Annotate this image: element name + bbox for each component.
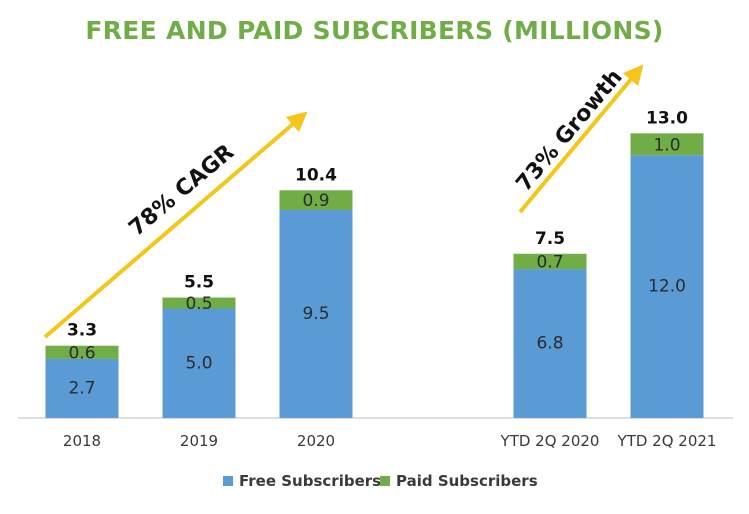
legend-swatch-paid (380, 476, 390, 486)
label-total-1: 5.5 (184, 273, 214, 293)
label-free-3: 6.8 (536, 334, 563, 354)
label-paid-3: 0.7 (536, 252, 563, 272)
bar-free-3 (513, 269, 587, 418)
bar-paid-4 (630, 133, 704, 156)
x-tick-label-2: 2020 (297, 432, 335, 450)
label-free-0: 2.7 (68, 378, 95, 398)
growth-arrow (518, 64, 644, 214)
bar-paid-1 (162, 297, 236, 309)
x-tick-label-0: 2018 (63, 432, 101, 450)
cagr-annotation: 78% CAGR (124, 140, 239, 242)
label-free-4: 12.0 (648, 277, 686, 297)
bar-free-2 (279, 209, 353, 418)
label-total-3: 7.5 (535, 229, 565, 249)
label-free-2: 9.5 (302, 304, 329, 324)
label-total-2: 10.4 (295, 165, 337, 185)
label-paid-0: 0.6 (68, 343, 95, 363)
bar-paid-3 (513, 253, 587, 270)
label-paid-2: 0.9 (302, 191, 329, 211)
x-tick-label-3: YTD 2Q 2020 (500, 432, 600, 450)
legend-swatch-free (223, 476, 233, 486)
label-total-0: 3.3 (67, 321, 97, 341)
legend-label-free: Free Subscribers (239, 472, 381, 490)
chart-title: FREE AND PAID SUBCRIBERS (MILLIONS) (85, 16, 664, 45)
label-paid-1: 0.5 (185, 294, 212, 314)
growth-annotation: 73% Growth (512, 65, 628, 197)
bar-free-0 (45, 358, 119, 418)
label-paid-4: 1.0 (653, 135, 680, 155)
x-tick-label-1: 2019 (180, 432, 218, 450)
label-free-1: 5.0 (185, 353, 212, 373)
bar-free-1 (162, 308, 236, 418)
bar-free-4 (630, 155, 704, 419)
bar-paid-0 (45, 345, 119, 359)
x-tick-label-4: YTD 2Q 2021 (617, 432, 717, 450)
label-total-4: 13.0 (646, 108, 688, 128)
legend-label-paid: Paid Subscribers (396, 472, 538, 490)
cagr-arrow (43, 111, 308, 339)
bar-paid-2 (279, 190, 353, 210)
